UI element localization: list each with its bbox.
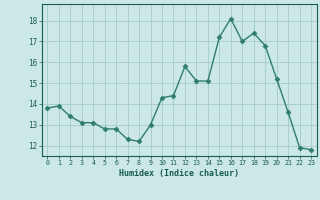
X-axis label: Humidex (Indice chaleur): Humidex (Indice chaleur) [119,169,239,178]
